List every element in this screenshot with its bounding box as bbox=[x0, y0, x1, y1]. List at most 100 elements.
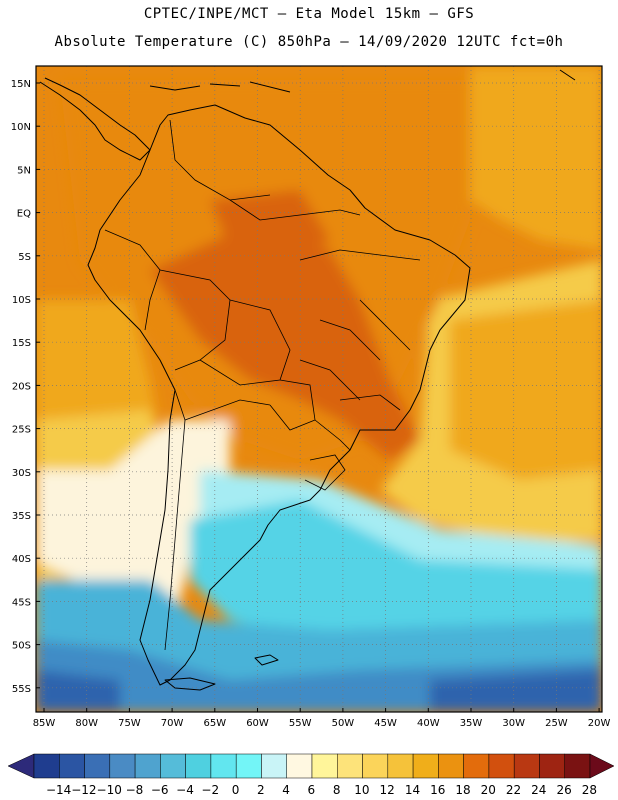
lat-label: 45S bbox=[12, 597, 31, 608]
lat-label: 35S bbox=[12, 511, 31, 522]
lat-label: 10S bbox=[12, 295, 31, 306]
colorbar-swatch bbox=[513, 753, 540, 779]
colorbar-tick-label: 14 bbox=[405, 783, 420, 797]
lon-label: 45W bbox=[374, 718, 397, 729]
field-patagonia-cream bbox=[36, 420, 230, 660]
field-antarctic bbox=[430, 670, 602, 712]
colorbar-swatch bbox=[59, 753, 85, 779]
colorbar-tick-label: 22 bbox=[506, 783, 521, 797]
map-title-line1: CPTEC/INPE/MCT – Eta Model 15km – GFS bbox=[143, 6, 475, 22]
temperature-field bbox=[36, 66, 602, 712]
colorbar-tick-label: 10 bbox=[354, 783, 369, 797]
lon-label: 65W bbox=[203, 718, 226, 729]
colorbar-swatch bbox=[337, 753, 363, 779]
lon-label: 40W bbox=[417, 718, 440, 729]
colorbar-tick-label: −8 bbox=[126, 783, 144, 797]
border-argentina-brazil bbox=[314, 419, 351, 451]
colorbar-swatch bbox=[438, 753, 464, 779]
colorbar-swatch bbox=[109, 753, 136, 779]
colorbar-swatch bbox=[488, 753, 515, 779]
lon-label: 55W bbox=[289, 718, 312, 729]
colorbar-tick-label: −6 bbox=[151, 783, 169, 797]
colorbar-over-arrow bbox=[589, 753, 615, 779]
lon-label: 30W bbox=[502, 718, 525, 729]
field-atlantic-warm bbox=[470, 66, 602, 250]
colorbar-swatch bbox=[564, 753, 591, 779]
lat-label: 20S bbox=[12, 381, 31, 392]
plot-frame bbox=[35, 65, 603, 713]
lat-label: 30S bbox=[12, 468, 31, 479]
south-america-outline bbox=[87, 104, 471, 686]
tierra-del-fuego bbox=[164, 677, 216, 691]
colorbar-tick-label: 12 bbox=[380, 783, 395, 797]
colorbar-tick-label: 28 bbox=[582, 783, 597, 797]
border-argentina-bolivia bbox=[184, 399, 271, 421]
colorbar-swatch bbox=[185, 753, 212, 779]
lat-label: 55S bbox=[12, 684, 31, 695]
colorbar-swatch bbox=[160, 753, 186, 779]
caribbean-islands bbox=[149, 69, 576, 93]
colorbar-swatch bbox=[134, 753, 161, 779]
colorbar-tick-label: 16 bbox=[430, 783, 445, 797]
lat-label: 15N bbox=[11, 79, 31, 90]
coastlines bbox=[39, 69, 576, 691]
colorbar-swatch bbox=[463, 753, 490, 779]
colorbar-swatch bbox=[362, 753, 389, 779]
lon-label: 80W bbox=[75, 718, 98, 729]
falklands bbox=[254, 654, 279, 666]
colorbar-swatch bbox=[235, 753, 262, 779]
colorbar-swatch bbox=[84, 753, 111, 779]
colorbar-tick-label: 4 bbox=[282, 783, 290, 797]
colorbar-swatch bbox=[33, 753, 60, 779]
colorbar-tick-label: −4 bbox=[176, 783, 194, 797]
colorbar-tick-label: 18 bbox=[455, 783, 470, 797]
colorbar-swatch bbox=[539, 753, 565, 779]
lon-label: 60W bbox=[246, 718, 269, 729]
colorbar-swatch bbox=[412, 753, 439, 779]
lat-label: EQ bbox=[17, 209, 31, 220]
colorbar-tick-label: −10 bbox=[97, 783, 122, 797]
lat-label: 5N bbox=[17, 165, 31, 176]
colorbar-swatch bbox=[286, 753, 313, 779]
lon-label: 85W bbox=[33, 718, 56, 729]
colorbar-tick-label: 8 bbox=[333, 783, 341, 797]
colorbar: −14 −12 −10 −8 −6 −4 −2 0 2 4 6 8 10 12 14 16 18 20 22 24 26… bbox=[7, 753, 615, 797]
border-brazil-north bbox=[229, 199, 361, 221]
central-america-outline bbox=[39, 77, 151, 161]
brazil-states bbox=[299, 249, 421, 411]
country-borders bbox=[104, 119, 421, 651]
lat-label: 10N bbox=[11, 122, 31, 133]
colorbar-swatch bbox=[311, 753, 338, 779]
colorbar-tick-label: −2 bbox=[201, 783, 219, 797]
longitude-axis: 85W 80W 75W 70W 65W 60W 55W 50W 45W 40W 35W 30W 25W 2… bbox=[33, 708, 611, 729]
lat-label: 15S bbox=[12, 338, 31, 349]
lon-label: 50W bbox=[332, 718, 355, 729]
colorbar-swatch bbox=[210, 753, 237, 779]
lon-label: 75W bbox=[118, 718, 141, 729]
latitude-axis: 15N 10N 5N EQ 5S 10S 15S 20S 25S 30S 35S 40S 45S 50S 5… bbox=[11, 79, 40, 695]
lon-label: 25W bbox=[545, 718, 568, 729]
field-southwest bbox=[36, 670, 120, 712]
field-cold-core bbox=[190, 500, 602, 650]
lat-label: 50S bbox=[12, 641, 31, 652]
colorbar-tick-label: 6 bbox=[308, 783, 316, 797]
border-colombia-venezuela bbox=[169, 119, 271, 201]
border-uruguay bbox=[304, 454, 346, 491]
border-bolivia bbox=[199, 299, 291, 386]
colorbar-swatch bbox=[261, 753, 287, 779]
colorbar-tick-label: 24 bbox=[531, 783, 546, 797]
colorbar-tick-label: −12 bbox=[71, 783, 96, 797]
border-peru-brazil bbox=[159, 269, 231, 371]
lat-label: 25S bbox=[12, 425, 31, 436]
border-chile-argentina bbox=[164, 389, 186, 651]
lat-label: 5S bbox=[18, 252, 31, 263]
lon-label: 35W bbox=[460, 718, 483, 729]
lon-label: 20W bbox=[588, 718, 611, 729]
colorbar-tick-label: 20 bbox=[481, 783, 496, 797]
colorbar-tick-label: −14 bbox=[46, 783, 71, 797]
lon-label: 70W bbox=[161, 718, 184, 729]
colorbar-tick-label: 0 bbox=[232, 783, 240, 797]
colorbar-under-arrow bbox=[7, 753, 35, 779]
colorbar-tick-label: 2 bbox=[257, 783, 265, 797]
